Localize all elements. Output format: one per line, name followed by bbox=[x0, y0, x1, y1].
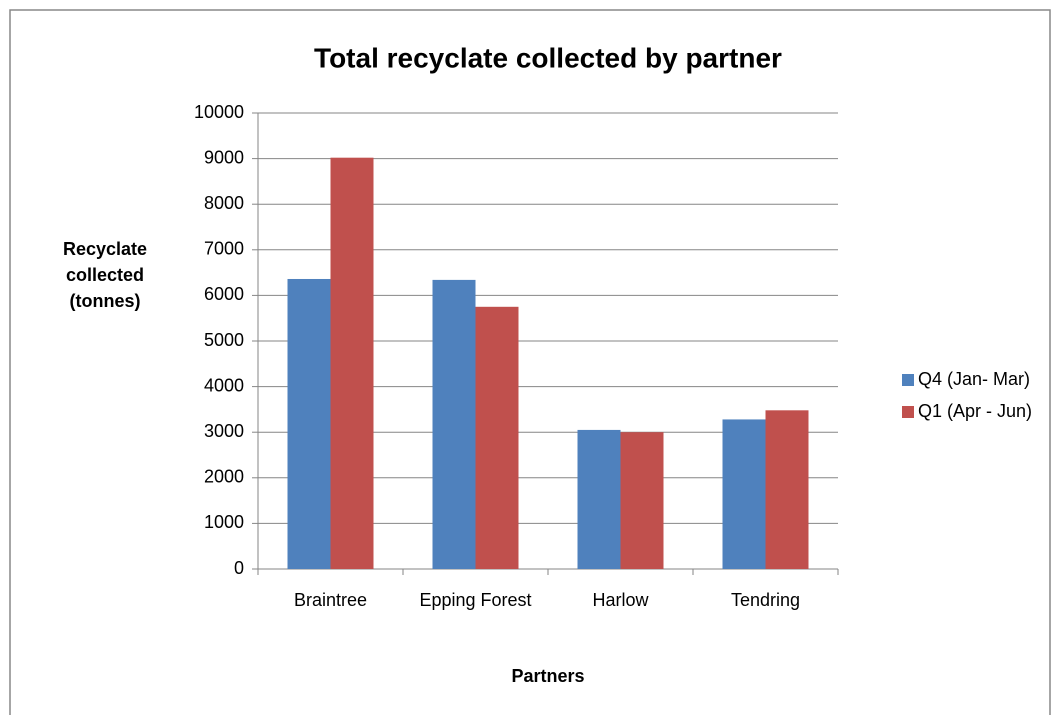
legend-label: Q4 (Jan- Mar) bbox=[918, 369, 1030, 389]
legend-swatch bbox=[902, 406, 914, 418]
y-tick-label: 8000 bbox=[204, 193, 244, 213]
y-tick-label: 2000 bbox=[204, 467, 244, 487]
y-tick-label: 0 bbox=[234, 558, 244, 578]
bar bbox=[475, 306, 519, 569]
bar bbox=[722, 419, 766, 569]
y-tick-label: 6000 bbox=[204, 284, 244, 304]
y-tick-label: 3000 bbox=[204, 421, 244, 441]
y-axis-title: Recyclate collected (tonnes) bbox=[62, 239, 148, 311]
x-tick-label: Braintree bbox=[293, 590, 368, 610]
x-tick-label: Epping Forest bbox=[419, 590, 532, 610]
chart-title: Total recyclate collected by partner bbox=[314, 42, 782, 73]
y-tick-label: 4000 bbox=[204, 375, 244, 395]
legend-label: Q1 (Apr - Jun) bbox=[918, 401, 1032, 421]
bar bbox=[577, 429, 621, 569]
bar bbox=[287, 278, 331, 569]
y-tick-label: 9000 bbox=[204, 147, 244, 167]
x-tick-label: Harlow bbox=[592, 590, 649, 610]
bar bbox=[620, 432, 664, 569]
y-tick-label: 10000 bbox=[194, 102, 244, 122]
x-tick-label: Tendring bbox=[730, 590, 801, 610]
x-axis-title: Partners bbox=[511, 666, 584, 686]
chart-border bbox=[9, 9, 1051, 715]
bar bbox=[432, 279, 476, 569]
bar bbox=[330, 157, 374, 570]
y-tick-label: 7000 bbox=[204, 239, 244, 259]
legend-swatch bbox=[902, 374, 914, 386]
y-tick-label: 5000 bbox=[204, 330, 244, 350]
bar bbox=[765, 410, 809, 569]
y-tick-label: 1000 bbox=[204, 512, 244, 532]
